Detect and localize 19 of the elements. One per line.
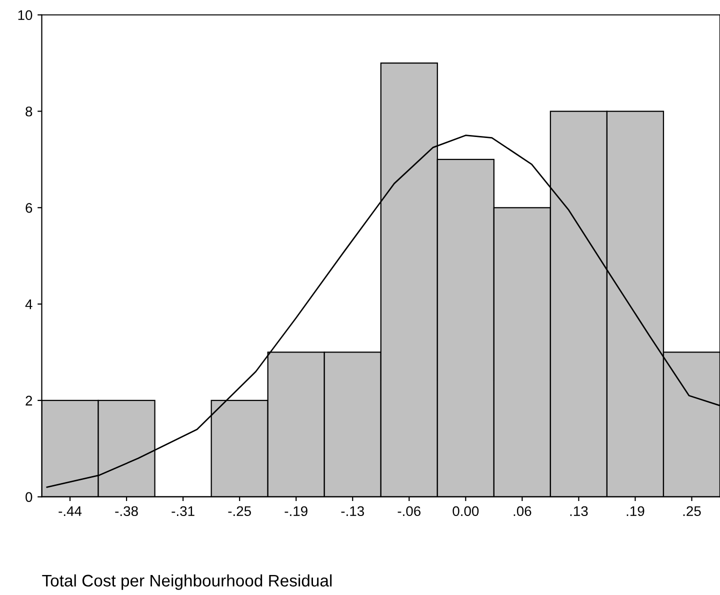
y-tick-label: 6 bbox=[26, 202, 32, 213]
x-tick-label: 0.00 bbox=[452, 506, 479, 516]
x-tick-label: -.44 bbox=[58, 506, 82, 516]
x-tick-label: -.13 bbox=[341, 506, 364, 516]
y-tick-label: 8 bbox=[26, 106, 32, 116]
x-tick-label: .25 bbox=[683, 506, 701, 516]
y-tick-label: 2 bbox=[26, 396, 32, 406]
y-tick-label: 10 bbox=[18, 10, 32, 20]
y-tick-label: 4 bbox=[25, 300, 32, 310]
x-tick-label: .19 bbox=[626, 506, 644, 516]
x-tick-label: .13 bbox=[570, 506, 588, 516]
x-tick-label: -.19 bbox=[284, 506, 308, 516]
x-axis-title: Total Cost per Neighbourhood Residual bbox=[42, 574, 332, 590]
x-tick-label: -.25 bbox=[228, 506, 251, 516]
x-tick-label: .06 bbox=[514, 506, 532, 516]
x-tick-label: -.38 bbox=[115, 506, 138, 516]
x-tick-label: -.06 bbox=[398, 506, 420, 516]
x-tick-label: -.31 bbox=[172, 506, 194, 516]
y-tick-label: 0 bbox=[26, 492, 32, 502]
